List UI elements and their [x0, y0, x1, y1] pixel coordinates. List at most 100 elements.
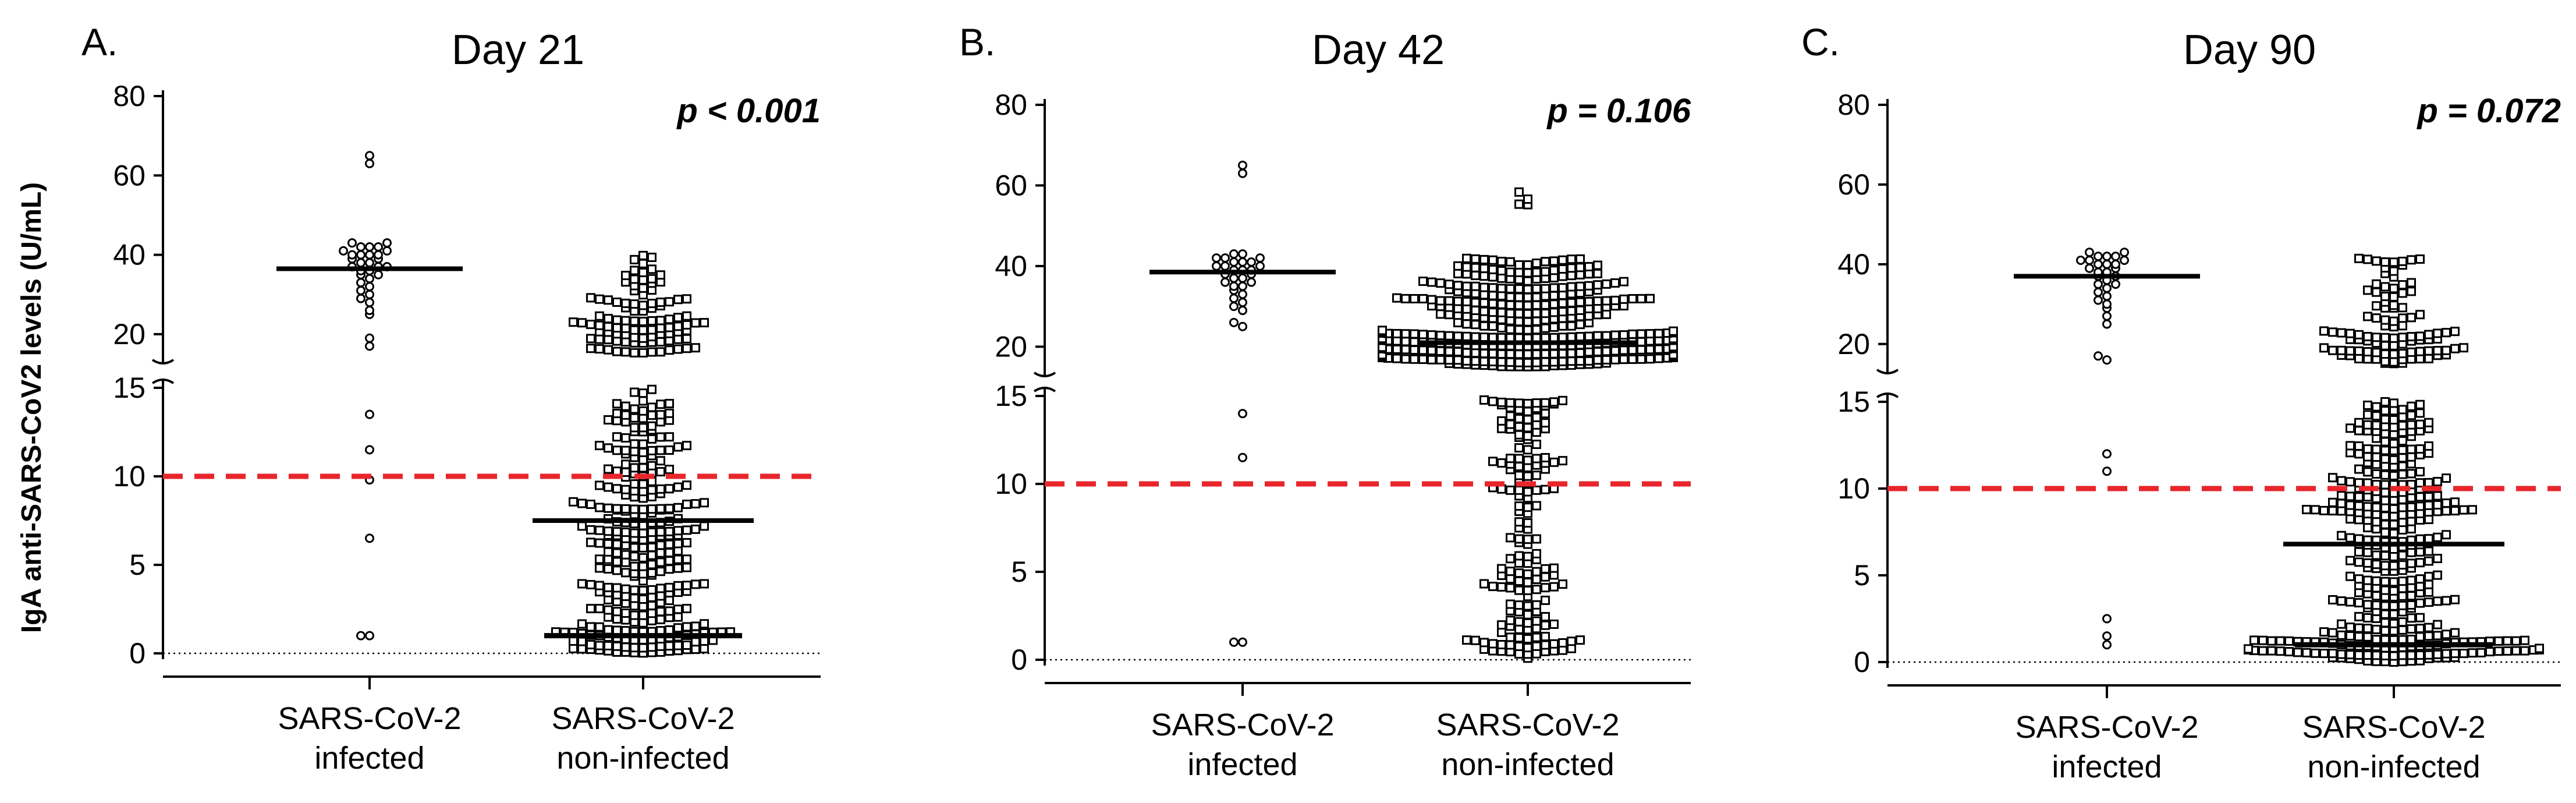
data-point [665, 564, 674, 574]
data-point [1645, 329, 1655, 339]
data-point [621, 468, 630, 477]
data-point [1514, 199, 1524, 209]
data-point [2363, 332, 2372, 342]
data-point [2389, 357, 2398, 367]
data-point [1567, 356, 1576, 366]
data-point [1479, 263, 1489, 273]
data-point [1628, 345, 1637, 355]
y-tick-label: 5 [1854, 559, 1870, 592]
data-point [2363, 600, 2372, 610]
data-point [673, 295, 683, 305]
data-point [621, 608, 630, 618]
data-point [1576, 635, 1585, 645]
data-point [1506, 583, 1515, 593]
data-point [1506, 357, 1515, 367]
data-point [1462, 253, 1471, 263]
data-point [621, 298, 630, 308]
data-point [569, 636, 578, 646]
data-point [2380, 480, 2390, 490]
data-point [638, 316, 648, 326]
data-point [1514, 292, 1524, 302]
y-tick-label: 15 [1837, 385, 1870, 418]
chart-panels: A. Day 21 p < 0.001 0 5 10 15 20 40 60 80 SARS-CoV-… [81, 20, 2561, 784]
data-point [665, 539, 674, 549]
data-point [2337, 498, 2346, 508]
data-point [2380, 585, 2390, 595]
data-point [612, 323, 622, 333]
data-point [1436, 355, 1445, 365]
data-point [1532, 632, 1541, 642]
data-point [374, 250, 383, 260]
data-point [2319, 505, 2329, 515]
data-point [2354, 418, 2364, 427]
data-point [665, 399, 674, 409]
data-point [1514, 325, 1524, 335]
data-point [1567, 306, 1576, 316]
data-point [1523, 398, 1532, 408]
data-point [1532, 471, 1541, 480]
data-point [1558, 356, 1567, 366]
data-point [2398, 420, 2407, 430]
data-point [2398, 436, 2407, 446]
data-point [1427, 355, 1436, 365]
data-point [2363, 632, 2372, 642]
data-point [1238, 637, 1247, 647]
data-point [1229, 302, 1239, 312]
data-point [665, 504, 674, 514]
data-point [382, 238, 392, 248]
data-point [1576, 281, 1585, 291]
data-point [1488, 332, 1498, 342]
data-point [604, 503, 613, 513]
data-point [1506, 615, 1515, 625]
data-point [2102, 291, 2112, 301]
data-point [1471, 306, 1480, 316]
data-point [2389, 406, 2398, 416]
data-point [656, 445, 665, 455]
data-point [630, 528, 639, 538]
data-point [1488, 255, 1498, 265]
data-point [638, 439, 648, 449]
data-point [2372, 256, 2381, 266]
data-point [656, 641, 665, 651]
data-point [656, 614, 665, 624]
data-point [1436, 296, 1445, 306]
data-point [1532, 398, 1541, 408]
data-point [2494, 636, 2503, 646]
data-point [2284, 636, 2294, 646]
data-point [2363, 410, 2372, 420]
data-point [612, 557, 622, 567]
data-point [665, 582, 674, 592]
data-point [2372, 287, 2381, 297]
data-point [1514, 413, 1524, 423]
data-point [1593, 331, 1602, 341]
data-point [1558, 579, 1567, 589]
y-tick-label: 60 [113, 159, 146, 192]
data-point [621, 584, 630, 594]
data-point [2102, 614, 2112, 624]
y-tick-label: 5 [129, 549, 146, 581]
data-point [656, 557, 665, 567]
data-point [1567, 298, 1576, 307]
data-point [2328, 649, 2337, 659]
data-point [2337, 530, 2346, 540]
data-point [1514, 430, 1524, 440]
data-point [2407, 411, 2416, 420]
data-point [647, 434, 657, 444]
data-point [2372, 348, 2381, 358]
chart-panel-3: C. Day 90 p = 0.072 0 5 10 15 20 40 60 80 SARS-CoV-… [1801, 20, 2561, 784]
data-point [1401, 337, 1410, 346]
data-point [365, 298, 374, 307]
data-point [1514, 454, 1524, 464]
data-point [1645, 345, 1655, 355]
data-point [700, 498, 709, 508]
y-tick-label: 20 [995, 330, 1027, 363]
data-point [1523, 300, 1532, 310]
data-point [2389, 586, 2398, 596]
data-point [630, 325, 639, 335]
data-point [1523, 643, 1532, 653]
data-point [2363, 254, 2372, 264]
data-point [1602, 279, 1611, 289]
data-point [2398, 453, 2407, 463]
data-point [665, 556, 674, 566]
data-point [1532, 567, 1541, 576]
